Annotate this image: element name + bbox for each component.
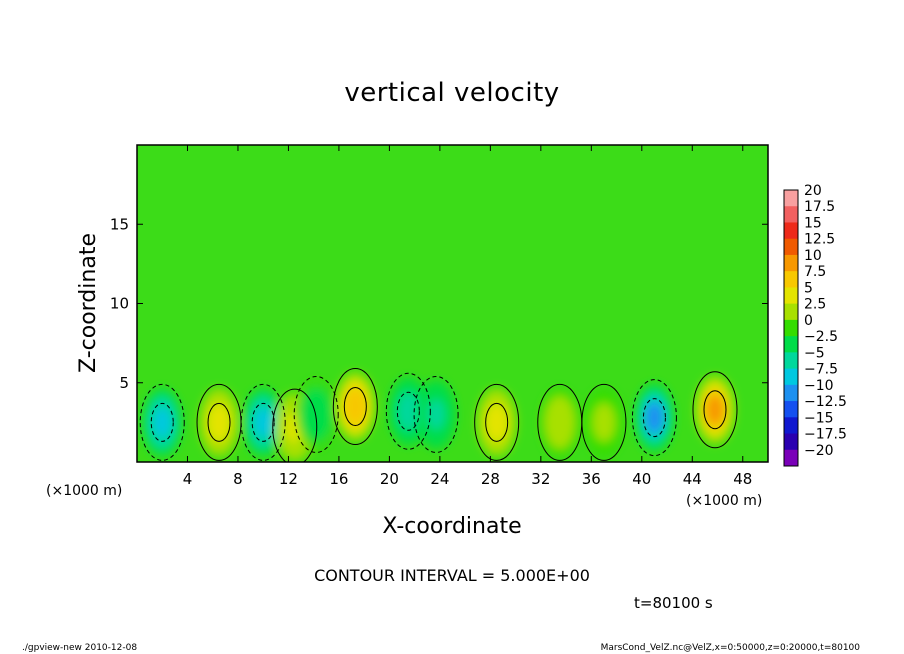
contour-line	[293, 375, 339, 453]
colorbar-swatch	[784, 417, 798, 435]
heatmap-cell	[427, 399, 445, 430]
contour-line	[343, 387, 367, 427]
contour-line	[272, 388, 318, 462]
heatmap-cell	[307, 399, 326, 430]
colorbar-label: 20	[804, 183, 822, 199]
colorbar-label: −20	[804, 443, 834, 459]
y-axis-label: Z-coordinate	[76, 233, 101, 373]
x-tick-label: 36	[582, 470, 601, 488]
x-tick-label: 32	[531, 470, 550, 488]
contour-line	[485, 402, 509, 442]
colorbar: 2017.51512.5107.552.50−2.5−5−7.5−10−12.5…	[783, 183, 847, 467]
colorbar-label: −17.5	[804, 427, 847, 443]
contour-line	[692, 371, 738, 449]
heatmap-cell	[346, 391, 365, 422]
time-label: t=80100 s	[634, 594, 713, 612]
plot-area	[136, 144, 769, 463]
x-tick-label: 28	[481, 470, 500, 488]
heatmap-cell	[399, 396, 418, 427]
colorbar-swatch	[784, 384, 798, 402]
colorbar-swatch	[784, 206, 798, 223]
y-tick-label: 15	[110, 215, 129, 233]
heatmap-cell	[153, 407, 172, 438]
contour-line	[703, 390, 727, 430]
contour-line	[196, 383, 242, 461]
contour-line	[150, 402, 174, 442]
colorbar-swatch	[784, 254, 798, 272]
contour-line	[251, 402, 275, 442]
colorbar-swatch	[784, 401, 798, 418]
contour-interval-label: CONTOUR INTERVAL = 5.000E+00	[314, 566, 590, 585]
contour-line	[139, 383, 185, 461]
contour-line	[385, 372, 431, 450]
contour-line	[396, 391, 420, 431]
y-tick-label: 5	[119, 374, 129, 392]
heatmap-cell	[595, 407, 613, 438]
colorbar-swatch	[784, 190, 798, 207]
contour-line	[240, 383, 286, 461]
x-unit-label-left: (×1000 m)	[46, 483, 123, 499]
footer-right: MarsCond_VelZ.nc@VelZ,x=0:50000,z=0:2000…	[600, 643, 860, 653]
x-axis-label: X-coordinate	[382, 514, 522, 539]
chart-title: vertical velocity	[344, 78, 560, 108]
colorbar-label: −10	[804, 378, 834, 394]
colorbar-swatch	[784, 352, 798, 370]
heatmap-cell	[706, 394, 724, 425]
colorbar-label: 2.5	[804, 297, 826, 313]
x-axis: 4 8 12 16 20 24 28 32 36 40 44 48	[183, 145, 752, 488]
contour-line	[631, 379, 677, 457]
colorbar-label: 10	[804, 248, 822, 264]
contour-lines	[139, 368, 738, 462]
colorbar-swatch	[784, 319, 798, 337]
y-axis: 5 10 15	[110, 215, 768, 392]
colorbar-label: 17.5	[804, 199, 835, 215]
heatmap-cell	[254, 407, 272, 438]
colorbar-label: −12.5	[804, 394, 847, 410]
x-tick-label: 40	[632, 470, 651, 488]
colorbar-swatch	[784, 449, 798, 467]
contour-line	[413, 375, 459, 453]
colorbar-label: 7.5	[804, 264, 826, 280]
contour-line	[581, 383, 627, 461]
colorbar-swatch	[784, 336, 798, 353]
x-tick-label: 20	[380, 470, 399, 488]
colorbar-swatch	[784, 287, 798, 305]
contour-line	[642, 398, 666, 438]
contour-line	[474, 383, 520, 461]
colorbar-swatch	[784, 222, 798, 240]
heatmap-cell	[210, 407, 228, 438]
x-tick-label: 44	[683, 470, 702, 488]
x-tick-label: 4	[183, 470, 193, 488]
colorbar-label: −15	[804, 410, 834, 426]
x-tick-label: 16	[329, 470, 348, 488]
colorbar-label: −5	[804, 345, 825, 361]
contour-line	[332, 368, 378, 446]
x-tick-label: 12	[279, 470, 298, 488]
colorbar-label: −2.5	[804, 329, 838, 345]
heatmap-cell	[645, 402, 664, 433]
heatmap-cell	[487, 407, 506, 438]
x-tick-label: 48	[733, 470, 752, 488]
colorbar-swatch	[784, 303, 798, 321]
colorbar-swatch	[784, 368, 798, 386]
colorbar-swatch	[784, 433, 798, 451]
colorbar-label: 12.5	[804, 232, 835, 248]
colorbar-label: 5	[804, 280, 813, 296]
colorbar-frame	[783, 189, 799, 467]
colorbar-label: 0	[804, 313, 813, 329]
colorbar-label: −7.5	[804, 362, 838, 378]
y-tick-label: 10	[110, 295, 129, 313]
contour-line	[207, 402, 231, 442]
colorbar-swatch	[784, 271, 798, 288]
x-unit-label-right: (×1000 m)	[686, 493, 763, 509]
footer-left: ./gpview-new 2010-12-08	[22, 643, 138, 653]
colorbar-swatch	[784, 238, 798, 256]
x-tick-label: 8	[233, 470, 243, 488]
colorbar-label: 15	[804, 215, 822, 231]
heatmap-cell	[550, 407, 569, 438]
x-tick-label: 24	[430, 470, 449, 488]
